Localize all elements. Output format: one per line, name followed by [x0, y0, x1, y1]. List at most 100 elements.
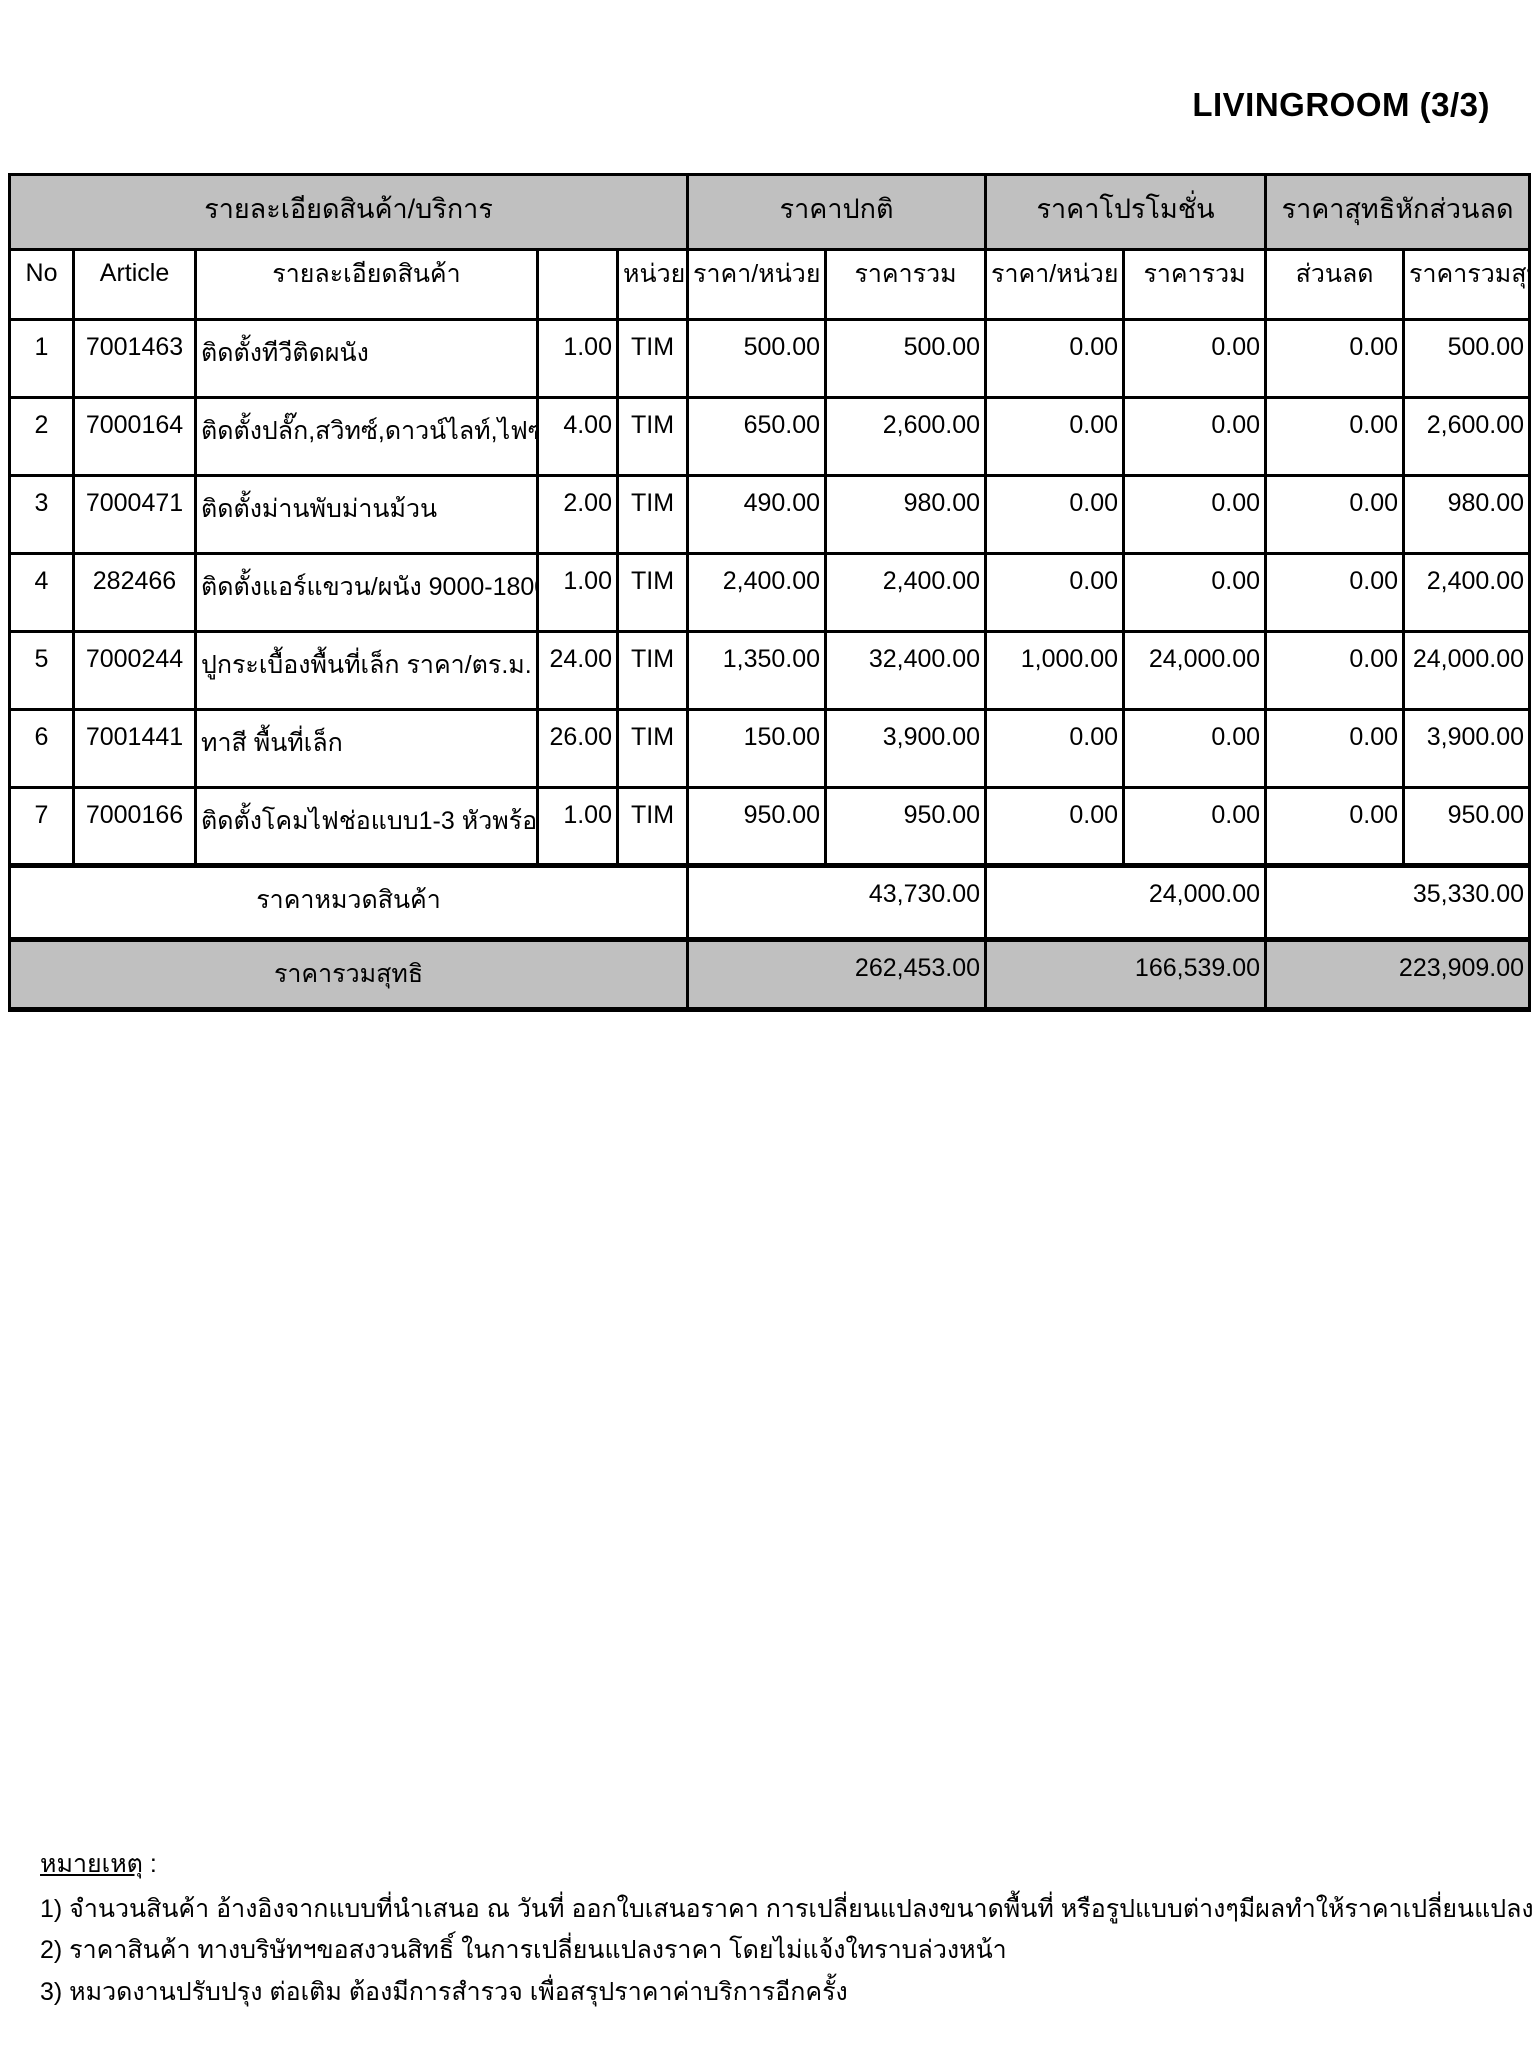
col-header-price-unit: ราคา/หน่วย [686, 248, 828, 321]
col-header-article: Article [72, 248, 197, 321]
cell-unit: TIM [615, 318, 690, 399]
cell-discount: 0.00 [1264, 708, 1406, 789]
cell-promo-unit: 0.00 [984, 708, 1126, 789]
col-header-promo-unit: ราคา/หน่วย [984, 248, 1126, 321]
grand-total-label: ราคารวมสุทธิ [7, 937, 690, 1012]
cell-desc: ติดตั้งแอร์แขวน/ผนัง 9000-18000 BTU [194, 552, 539, 633]
note-item: 1) จำนวนสินค้า อ้างอิงจากแบบที่นำเสนอ ณ … [40, 1894, 1534, 1923]
cell-price-total: 500.00 [824, 318, 988, 399]
cell-net-total: 980.00 [1402, 474, 1532, 555]
cell-promo-unit: 0.00 [984, 552, 1126, 633]
col-header-qty [536, 248, 619, 321]
cell-no: 7 [8, 786, 75, 867]
cell-article: 7001463 [72, 318, 197, 399]
table-row: 6 7001441 ทาสี พื้นที่เล็ก 26.00 TIM 150… [8, 708, 1532, 789]
col-header-desc: รายละเอียดสินค้า [194, 248, 539, 321]
table-row: 4 282466 ติดตั้งแอร์แขวน/ผนัง 9000-18000… [8, 552, 1532, 633]
quotation-table: รายละเอียดสินค้า/บริการ ราคาปกติ ราคาโปร… [7, 173, 1532, 1012]
cell-unit: TIM [615, 474, 690, 555]
table-row: 7 7000166 ติดตั้งโคมไฟช่อแบบ1-3 หัวพร้อม… [8, 786, 1532, 867]
table-row: 2 7000164 ติดตั้งปลั๊ก,สวิทซ์,ดาวน์ไลท์,… [8, 396, 1532, 477]
col-header-no: No [8, 248, 75, 321]
cell-net-total: 3,900.00 [1402, 708, 1532, 789]
cell-promo-total: 0.00 [1122, 396, 1268, 477]
subtotal-label: ราคาหมวดสินค้า [7, 863, 690, 941]
cell-article: 7000471 [72, 474, 197, 555]
cell-desc: ทาสี พื้นที่เล็ก [194, 708, 539, 789]
cell-net-total: 2,400.00 [1402, 552, 1532, 633]
note-item: 2) ราคาสินค้า ทางบริษัทฯขอสงวนสิทธิ์ ในก… [40, 1936, 1007, 1964]
cell-desc: ติดตั้งม่านพับม่านม้วน [194, 474, 539, 555]
subtotal-promo: 24,000.00 [984, 863, 1268, 941]
cell-price-unit: 1,350.00 [686, 630, 828, 711]
cell-discount: 0.00 [1264, 474, 1406, 555]
cell-desc: ติดตั้งปลั๊ก,สวิทซ์,ดาวน์ไลท์,ไฟซาลาเปา [194, 396, 539, 477]
grand-total-row: ราคารวมสุทธิ 262,453.00 166,539.00 223,9… [7, 937, 1532, 1012]
group-header-details: รายละเอียดสินค้า/บริการ [7, 173, 690, 251]
table-row: 5 7000244 ปูกระเบื้องพื้นที่เล็ก ราคา/ตร… [8, 630, 1532, 711]
cell-promo-total: 0.00 [1122, 786, 1268, 867]
grand-total-promo: 166,539.00 [984, 937, 1268, 1012]
cell-promo-unit: 1,000.00 [984, 630, 1126, 711]
cell-promo-total: 0.00 [1122, 318, 1268, 399]
cell-unit: TIM [615, 786, 690, 867]
cell-unit: TIM [615, 630, 690, 711]
cell-promo-unit: 0.00 [984, 396, 1126, 477]
cell-net-total: 950.00 [1402, 786, 1532, 867]
cell-qty: 1.00 [536, 552, 619, 633]
grand-total-net: 223,909.00 [1264, 937, 1532, 1012]
group-header-promo-price: ราคาโปรโมชั่น [984, 173, 1268, 251]
group-header-net-price: ราคาสุทธิหักส่วนลด [1264, 173, 1532, 251]
page-title: LIVINGROOM (3/3) [1192, 86, 1490, 123]
cell-article: 7000244 [72, 630, 197, 711]
cell-qty: 1.00 [536, 318, 619, 399]
cell-desc: ปูกระเบื้องพื้นที่เล็ก ราคา/ตร.ม. [194, 630, 539, 711]
col-header-promo-total: ราคารวม [1122, 248, 1268, 321]
cell-no: 6 [8, 708, 75, 789]
cell-price-unit: 650.00 [686, 396, 828, 477]
cell-discount: 0.00 [1264, 786, 1406, 867]
notes-heading: หมายเหตุ : [40, 1848, 1534, 1881]
subtotal-row: ราคาหมวดสินค้า 43,730.00 24,000.00 35,33… [7, 863, 1532, 941]
cell-price-unit: 950.00 [686, 786, 828, 867]
cell-net-total: 500.00 [1402, 318, 1532, 399]
notes-heading-colon: : [142, 1850, 157, 1878]
col-header-price-total: ราคารวม [824, 248, 988, 321]
cell-article: 7001441 [72, 708, 197, 789]
cell-price-unit: 150.00 [686, 708, 828, 789]
cell-no: 4 [8, 552, 75, 633]
cell-price-unit: 490.00 [686, 474, 828, 555]
cell-price-total: 3,900.00 [824, 708, 988, 789]
cell-no: 2 [8, 396, 75, 477]
cell-promo-total: 0.00 [1122, 474, 1268, 555]
cell-no: 5 [8, 630, 75, 711]
table-group-header-row: รายละเอียดสินค้า/บริการ ราคาปกติ ราคาโปร… [7, 173, 1532, 251]
cell-promo-unit: 0.00 [984, 318, 1126, 399]
note-item: 3) หมวดงานปรับปรุง ต่อเติม ต้องมีการสำรว… [40, 1977, 848, 2006]
subtotal-normal: 43,730.00 [686, 863, 988, 941]
cell-no: 3 [8, 474, 75, 555]
grand-total-normal: 262,453.00 [686, 937, 988, 1012]
cell-promo-total: 24,000.00 [1122, 630, 1268, 711]
cell-unit: TIM [615, 396, 690, 477]
cell-article: 282466 [72, 552, 197, 633]
cell-net-total: 2,600.00 [1402, 396, 1532, 477]
cell-qty: 4.00 [536, 396, 619, 477]
col-header-net-total: ราคารวมสุทธิ [1402, 248, 1532, 321]
notes-heading-label: หมายเหตุ [40, 1850, 143, 1878]
cell-no: 1 [8, 318, 75, 399]
cell-promo-total: 0.00 [1122, 708, 1268, 789]
cell-promo-total: 0.00 [1122, 552, 1268, 633]
notes-section: หมายเหตุ : 1) จำนวนสินค้า อ้างอิงจากแบบท… [40, 1848, 1534, 2008]
cell-promo-unit: 0.00 [984, 474, 1126, 555]
cell-article: 7000164 [72, 396, 197, 477]
cell-discount: 0.00 [1264, 552, 1406, 633]
cell-desc: ติดตั้งโคมไฟช่อแบบ1-3 หัวพร้อมเดินสายไฟ [194, 786, 539, 867]
group-header-normal-price: ราคาปกติ [686, 173, 988, 251]
subtotal-net: 35,330.00 [1264, 863, 1532, 941]
cell-price-total: 32,400.00 [824, 630, 988, 711]
col-header-discount: ส่วนลด [1264, 248, 1406, 321]
cell-unit: TIM [615, 708, 690, 789]
cell-qty: 26.00 [536, 708, 619, 789]
